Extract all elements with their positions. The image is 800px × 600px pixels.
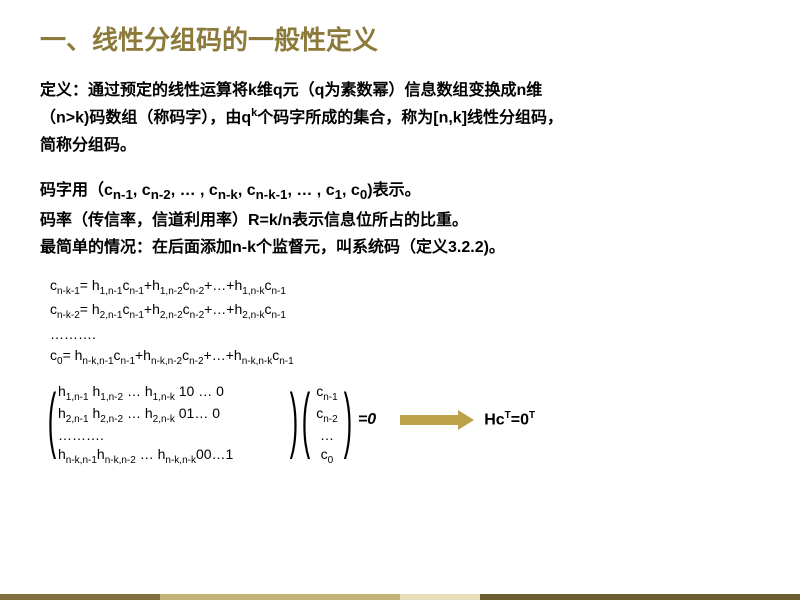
eq-row-1: cn-k-1= h1,n-1cn-1+h1,n-2cn-2+…+h1,n-kcn… [50, 275, 760, 299]
codeword-paragraph: 码字用（cn-1, cn-2, … , cn-k, cn-k-1, … , c1… [40, 177, 760, 261]
c-row-2: cn-2 [312, 404, 342, 426]
footer-seg-1 [0, 594, 160, 600]
c-row-3: c0 [312, 445, 342, 467]
eq-row-3: c0= hn-k,n-1cn-1+hn-k,n-2cn-2+…+hn-k,n-k… [50, 345, 760, 369]
c-row-dots: … [312, 426, 342, 445]
arrow-head [458, 410, 474, 430]
matrix-equation: ( h1,n-1 h1,n-2 … h1,n-k 10 … 0 h2,n-1 h… [46, 382, 760, 458]
eq-row-2: cn-k-2= h2,n-1cn-1+h2,n-2cn-2+…+h2,n-kcn… [50, 299, 760, 323]
h-row-1: h1,n-1 h1,n-2 … h1,n-k 10 … 0 [58, 382, 288, 404]
arrow-icon [400, 410, 474, 430]
lbracket-h: ( [48, 384, 56, 456]
h-row-3: hn-k,n-1hn-k,n-2 … hn-k,n-k00…1 [58, 445, 288, 467]
vector-c: cn-1 cn-2 … c0 [312, 382, 342, 458]
para1-line3: 简称分组码。 [40, 137, 136, 154]
para1-line2b: 个码字所成的集合，称为[n,k]线性分组码， [257, 110, 563, 127]
sub-n2: n-2 [151, 187, 171, 202]
m2: , c [238, 182, 256, 199]
footer-decorative-bar [0, 594, 800, 600]
footer-seg-2 [160, 594, 400, 600]
h-row-dots: ………. [58, 426, 288, 445]
h-row-2: h2,n-1 h2,n-2 … h2,n-k 01… 0 [58, 404, 288, 426]
line2-tail: )表示。 [367, 182, 420, 199]
sub-1: 1 [335, 187, 342, 202]
m3: , … , c [287, 182, 334, 199]
c2: , c [133, 182, 151, 199]
para1-line1: 定义：通过预定的线性运算将k维q元（q为素数幂）信息数组变换成n维 [40, 82, 542, 99]
m1: , … , c [171, 182, 218, 199]
para1-line2a: （n>k)码数组（称码字），由q [40, 110, 251, 127]
lbracket-c: ( [302, 384, 310, 456]
line3-rate: 码率（传信率，信道利用率）R=k/n表示信息位所占的比重。 [40, 212, 468, 229]
definition-paragraph: 定义：通过预定的线性运算将k维q元（q为素数幂）信息数组变换成n维 （n>k)码… [40, 77, 760, 159]
arrow-line [400, 415, 458, 425]
rbracket-h: ) [290, 384, 298, 456]
hc-transpose-eq: HcT=0T [484, 410, 535, 429]
rbracket-c: ) [344, 384, 352, 456]
sub-n1: n-1 [113, 187, 133, 202]
parity-equations: cn-k-1= h1,n-1cn-1+h1,n-2cn-2+…+h1,n-kcn… [50, 275, 760, 370]
c-row-1: cn-1 [312, 382, 342, 404]
m4: , c [342, 182, 360, 199]
line4-syscode: 最简单的情况：在后面添加n-k个监督元，叫系统码（定义3.2.2)。 [40, 239, 505, 256]
sub-nk: n-k [218, 187, 238, 202]
matrix-h: h1,n-1 h1,n-2 … h1,n-k 10 … 0 h2,n-1 h2,… [58, 382, 288, 458]
footer-seg-3 [400, 594, 480, 600]
equals-zero: =0 [358, 411, 376, 429]
slide-title: 一、线性分组码的一般性定义 [40, 20, 760, 57]
eq-row-dots: ………. [50, 324, 760, 346]
footer-seg-4 [480, 594, 800, 600]
sub-nk1: n-k-1 [256, 187, 288, 202]
line2-head: 码字用（c [40, 182, 113, 199]
